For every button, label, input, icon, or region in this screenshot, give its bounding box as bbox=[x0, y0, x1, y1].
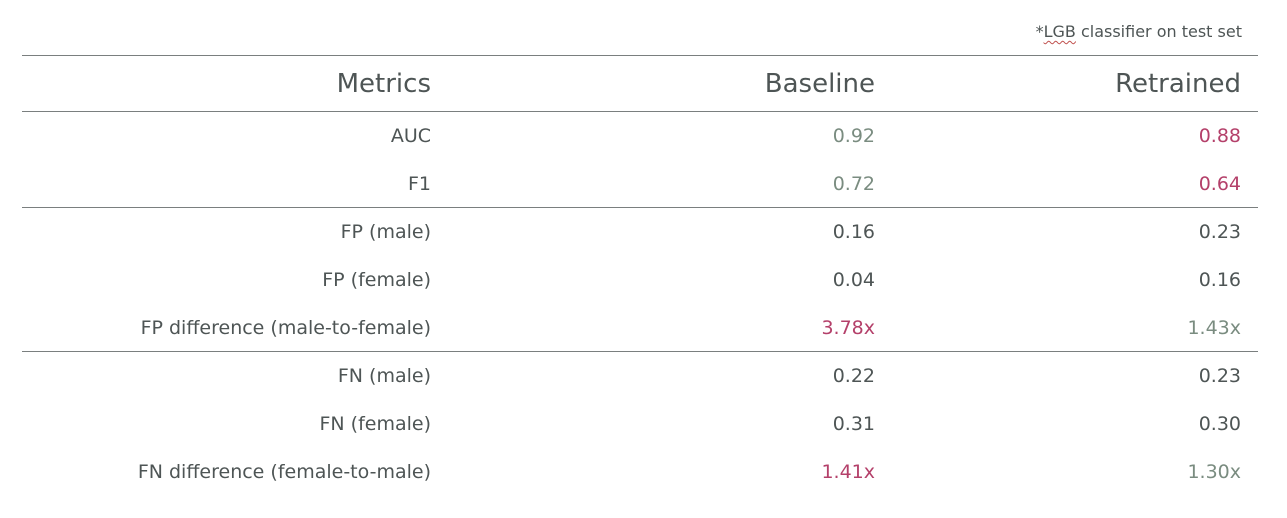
retrained-value: 1.30x bbox=[1187, 461, 1241, 483]
header-baseline: Baseline bbox=[764, 68, 875, 99]
metric-label: FP difference (male-to-female) bbox=[140, 316, 431, 339]
metric-label: F1 bbox=[407, 172, 431, 195]
metric-label: FP (female) bbox=[322, 269, 431, 291]
metric-label: FN (female) bbox=[319, 413, 431, 435]
baseline-value: 3.78x bbox=[821, 316, 875, 339]
table-header-row: Metrics Baseline Retrained bbox=[22, 55, 1258, 112]
retrained-value: 0.23 bbox=[1198, 365, 1241, 387]
retrained-value: 0.23 bbox=[1198, 221, 1241, 243]
retrained-value: 0.88 bbox=[1198, 125, 1241, 147]
metric-label: FN (male) bbox=[337, 365, 431, 387]
baseline-value: 0.72 bbox=[832, 172, 875, 195]
table-row: F1 0.72 0.64 bbox=[22, 160, 1258, 208]
table-body: AUC 0.92 0.88 F1 0.72 0.64 FP (male) 0.16 0.23 FP… bbox=[22, 112, 1258, 496]
baseline-value: 0.31 bbox=[832, 413, 875, 435]
header-retrained: Retrained bbox=[1115, 68, 1241, 99]
baseline-value: 0.22 bbox=[832, 365, 875, 387]
table-row: FP (male) 0.16 0.23 bbox=[22, 208, 1258, 256]
table-row: FP difference (male-to-female) 3.78x 1.43x bbox=[22, 304, 1258, 352]
footnote-suffix: classifier on test set bbox=[1075, 22, 1242, 41]
metric-label: FP (male) bbox=[340, 221, 431, 243]
baseline-value: 1.41x bbox=[821, 461, 875, 483]
header-metrics: Metrics bbox=[336, 68, 431, 99]
table-row: AUC 0.92 0.88 bbox=[22, 112, 1258, 160]
footnote-prefix: * bbox=[1035, 22, 1044, 41]
table-row: FN (male) 0.22 0.23 bbox=[22, 352, 1258, 400]
retrained-value: 0.64 bbox=[1198, 172, 1241, 195]
table-row: FP (female) 0.04 0.16 bbox=[22, 256, 1258, 304]
table-row: FN difference (female-to-male) 1.41x 1.30x bbox=[22, 448, 1258, 496]
baseline-value: 0.04 bbox=[832, 269, 875, 291]
footnote: *LGB classifier on test set bbox=[1036, 22, 1242, 41]
retrained-value: 0.30 bbox=[1198, 413, 1241, 435]
baseline-value: 0.16 bbox=[832, 221, 875, 243]
table-row: FN (female) 0.31 0.30 bbox=[22, 400, 1258, 448]
baseline-value: 0.92 bbox=[832, 125, 875, 147]
retrained-value: 0.16 bbox=[1198, 269, 1241, 291]
metric-label: AUC bbox=[390, 125, 431, 147]
retrained-value: 1.43x bbox=[1187, 316, 1241, 339]
footnote-abbr: LGB bbox=[1043, 22, 1076, 41]
metrics-table: Metrics Baseline Retrained AUC 0.92 0.88 F1… bbox=[22, 55, 1258, 496]
metric-label: FN difference (female-to-male) bbox=[137, 461, 431, 483]
